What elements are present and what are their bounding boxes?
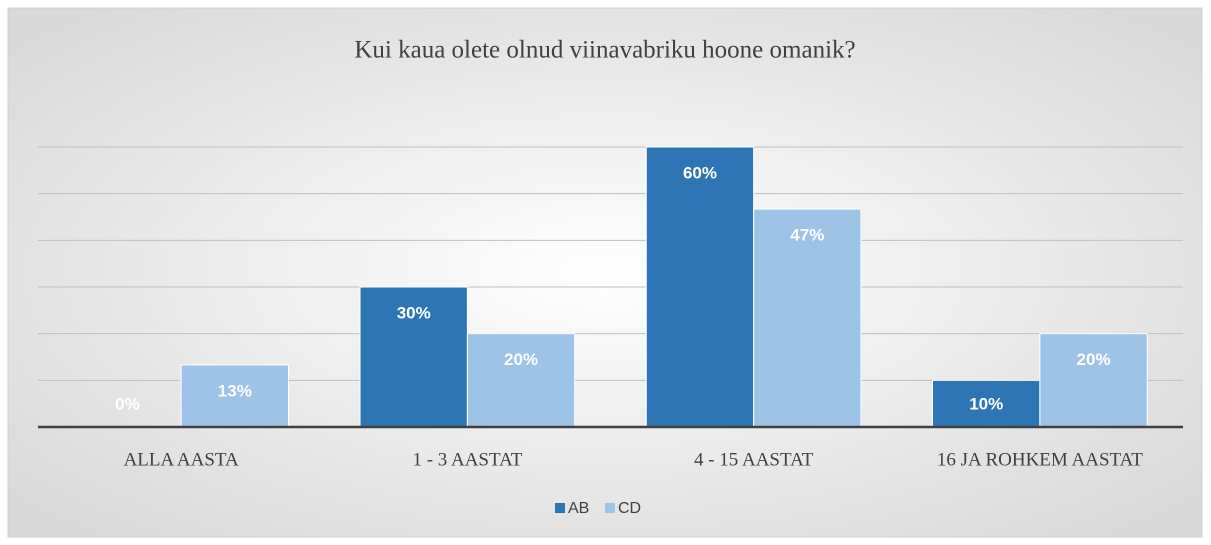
data-label: 47% <box>790 226 824 245</box>
bar <box>932 379 1041 428</box>
data-label: 20% <box>504 350 538 369</box>
data-label: 30% <box>397 303 431 322</box>
data-label: 20% <box>1077 350 1111 369</box>
data-label: 60% <box>683 163 717 182</box>
data-label: 13% <box>218 381 252 400</box>
x-tick-label: 4 - 15 AASTAT <box>694 449 814 470</box>
data-label: 0% <box>115 394 140 413</box>
bar <box>645 146 755 428</box>
x-tick-label: 1 - 3 AASTAT <box>412 449 522 470</box>
bar <box>1039 333 1148 428</box>
legend-label: CD <box>618 500 641 517</box>
x-tick-label: ALLA AASTA <box>124 449 239 470</box>
data-label: 10% <box>969 394 1003 413</box>
chart-title: Kui kaua olete olnud viinavabriku hoone … <box>354 37 855 64</box>
bar <box>466 333 576 428</box>
legend-swatch <box>555 503 565 513</box>
x-tick-label: 16 JA ROHKEM AASTAT <box>937 449 1143 470</box>
bar <box>753 208 862 428</box>
bar <box>359 286 468 428</box>
legend-swatch <box>605 503 615 513</box>
legend-label: AB <box>568 500 589 517</box>
chart-background <box>7 7 1203 538</box>
bar <box>180 364 289 428</box>
